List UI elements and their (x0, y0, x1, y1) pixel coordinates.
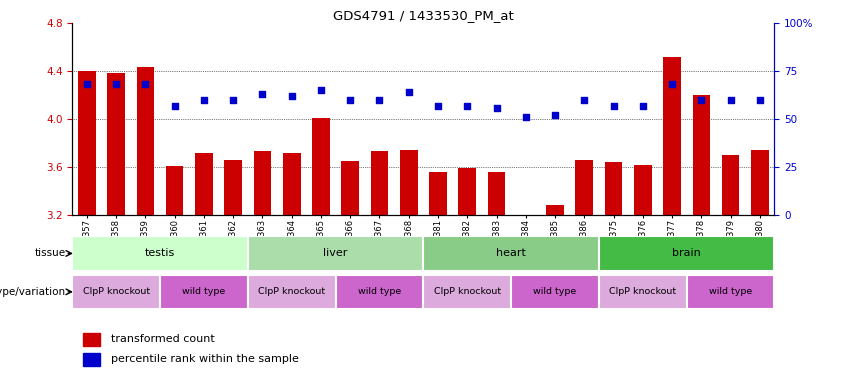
Bar (687, 275, 774, 309)
Point (607, 103, 620, 109)
Text: ClpP knockout: ClpP knockout (258, 287, 325, 296)
Text: ClpP knockout: ClpP knockout (434, 287, 501, 296)
Bar (166, 166, 184, 215)
Bar (83, 353, 100, 366)
Text: tissue: tissue (34, 248, 66, 258)
Bar (107, 73, 125, 215)
Text: wild type: wild type (534, 287, 577, 296)
Point (519, 114, 533, 120)
Bar (634, 165, 652, 215)
Bar (72, 236, 248, 271)
Bar (429, 172, 447, 215)
Bar (400, 150, 418, 215)
Title: GDS4791 / 1433530_PM_at: GDS4791 / 1433530_PM_at (333, 9, 514, 22)
Point (168, 103, 181, 109)
Point (723, 97, 737, 103)
Bar (248, 275, 335, 309)
Point (80, 81, 94, 88)
Point (460, 103, 474, 109)
Bar (605, 162, 622, 215)
Bar (371, 151, 388, 215)
Bar (693, 95, 710, 215)
Point (226, 97, 240, 103)
Bar (663, 57, 681, 215)
Bar (575, 160, 593, 215)
Bar (335, 275, 423, 309)
Bar (424, 236, 599, 271)
Bar (599, 275, 687, 309)
Bar (283, 152, 300, 215)
Text: liver: liver (323, 248, 348, 258)
Text: brain: brain (672, 248, 701, 258)
Bar (488, 172, 505, 215)
Bar (160, 275, 248, 309)
Text: percentile rank within the sample: percentile rank within the sample (111, 354, 299, 364)
Text: wild type: wild type (358, 287, 401, 296)
Bar (195, 152, 213, 215)
Point (636, 103, 649, 109)
Bar (83, 333, 100, 346)
Text: wild type: wild type (709, 287, 752, 296)
Point (344, 97, 357, 103)
Point (314, 87, 328, 93)
Point (665, 81, 679, 88)
Bar (599, 236, 774, 271)
Bar (78, 71, 95, 215)
Text: transformed count: transformed count (111, 334, 214, 344)
Point (753, 97, 767, 103)
Point (578, 97, 591, 103)
Bar (312, 118, 330, 215)
Bar (248, 236, 424, 271)
Bar (254, 151, 271, 215)
Text: testis: testis (145, 248, 175, 258)
Point (110, 81, 123, 88)
Text: ClpP knockout: ClpP knockout (83, 287, 150, 296)
Point (402, 89, 415, 95)
Text: heart: heart (496, 248, 526, 258)
Point (548, 112, 562, 118)
Point (197, 97, 211, 103)
Point (139, 81, 152, 88)
Point (694, 97, 708, 103)
Point (489, 104, 503, 111)
Bar (459, 168, 476, 215)
Bar (225, 160, 242, 215)
Bar (424, 275, 511, 309)
Bar (722, 155, 740, 215)
Text: genotype/variation: genotype/variation (0, 287, 66, 297)
Point (285, 93, 299, 99)
Text: wild type: wild type (182, 287, 226, 296)
Text: ClpP knockout: ClpP knockout (609, 287, 677, 296)
Point (431, 103, 445, 109)
Bar (511, 275, 599, 309)
Bar (341, 161, 359, 215)
Bar (751, 150, 768, 215)
Bar (72, 275, 160, 309)
Bar (137, 68, 154, 215)
Point (373, 97, 386, 103)
Point (255, 91, 269, 97)
Bar (546, 205, 563, 215)
